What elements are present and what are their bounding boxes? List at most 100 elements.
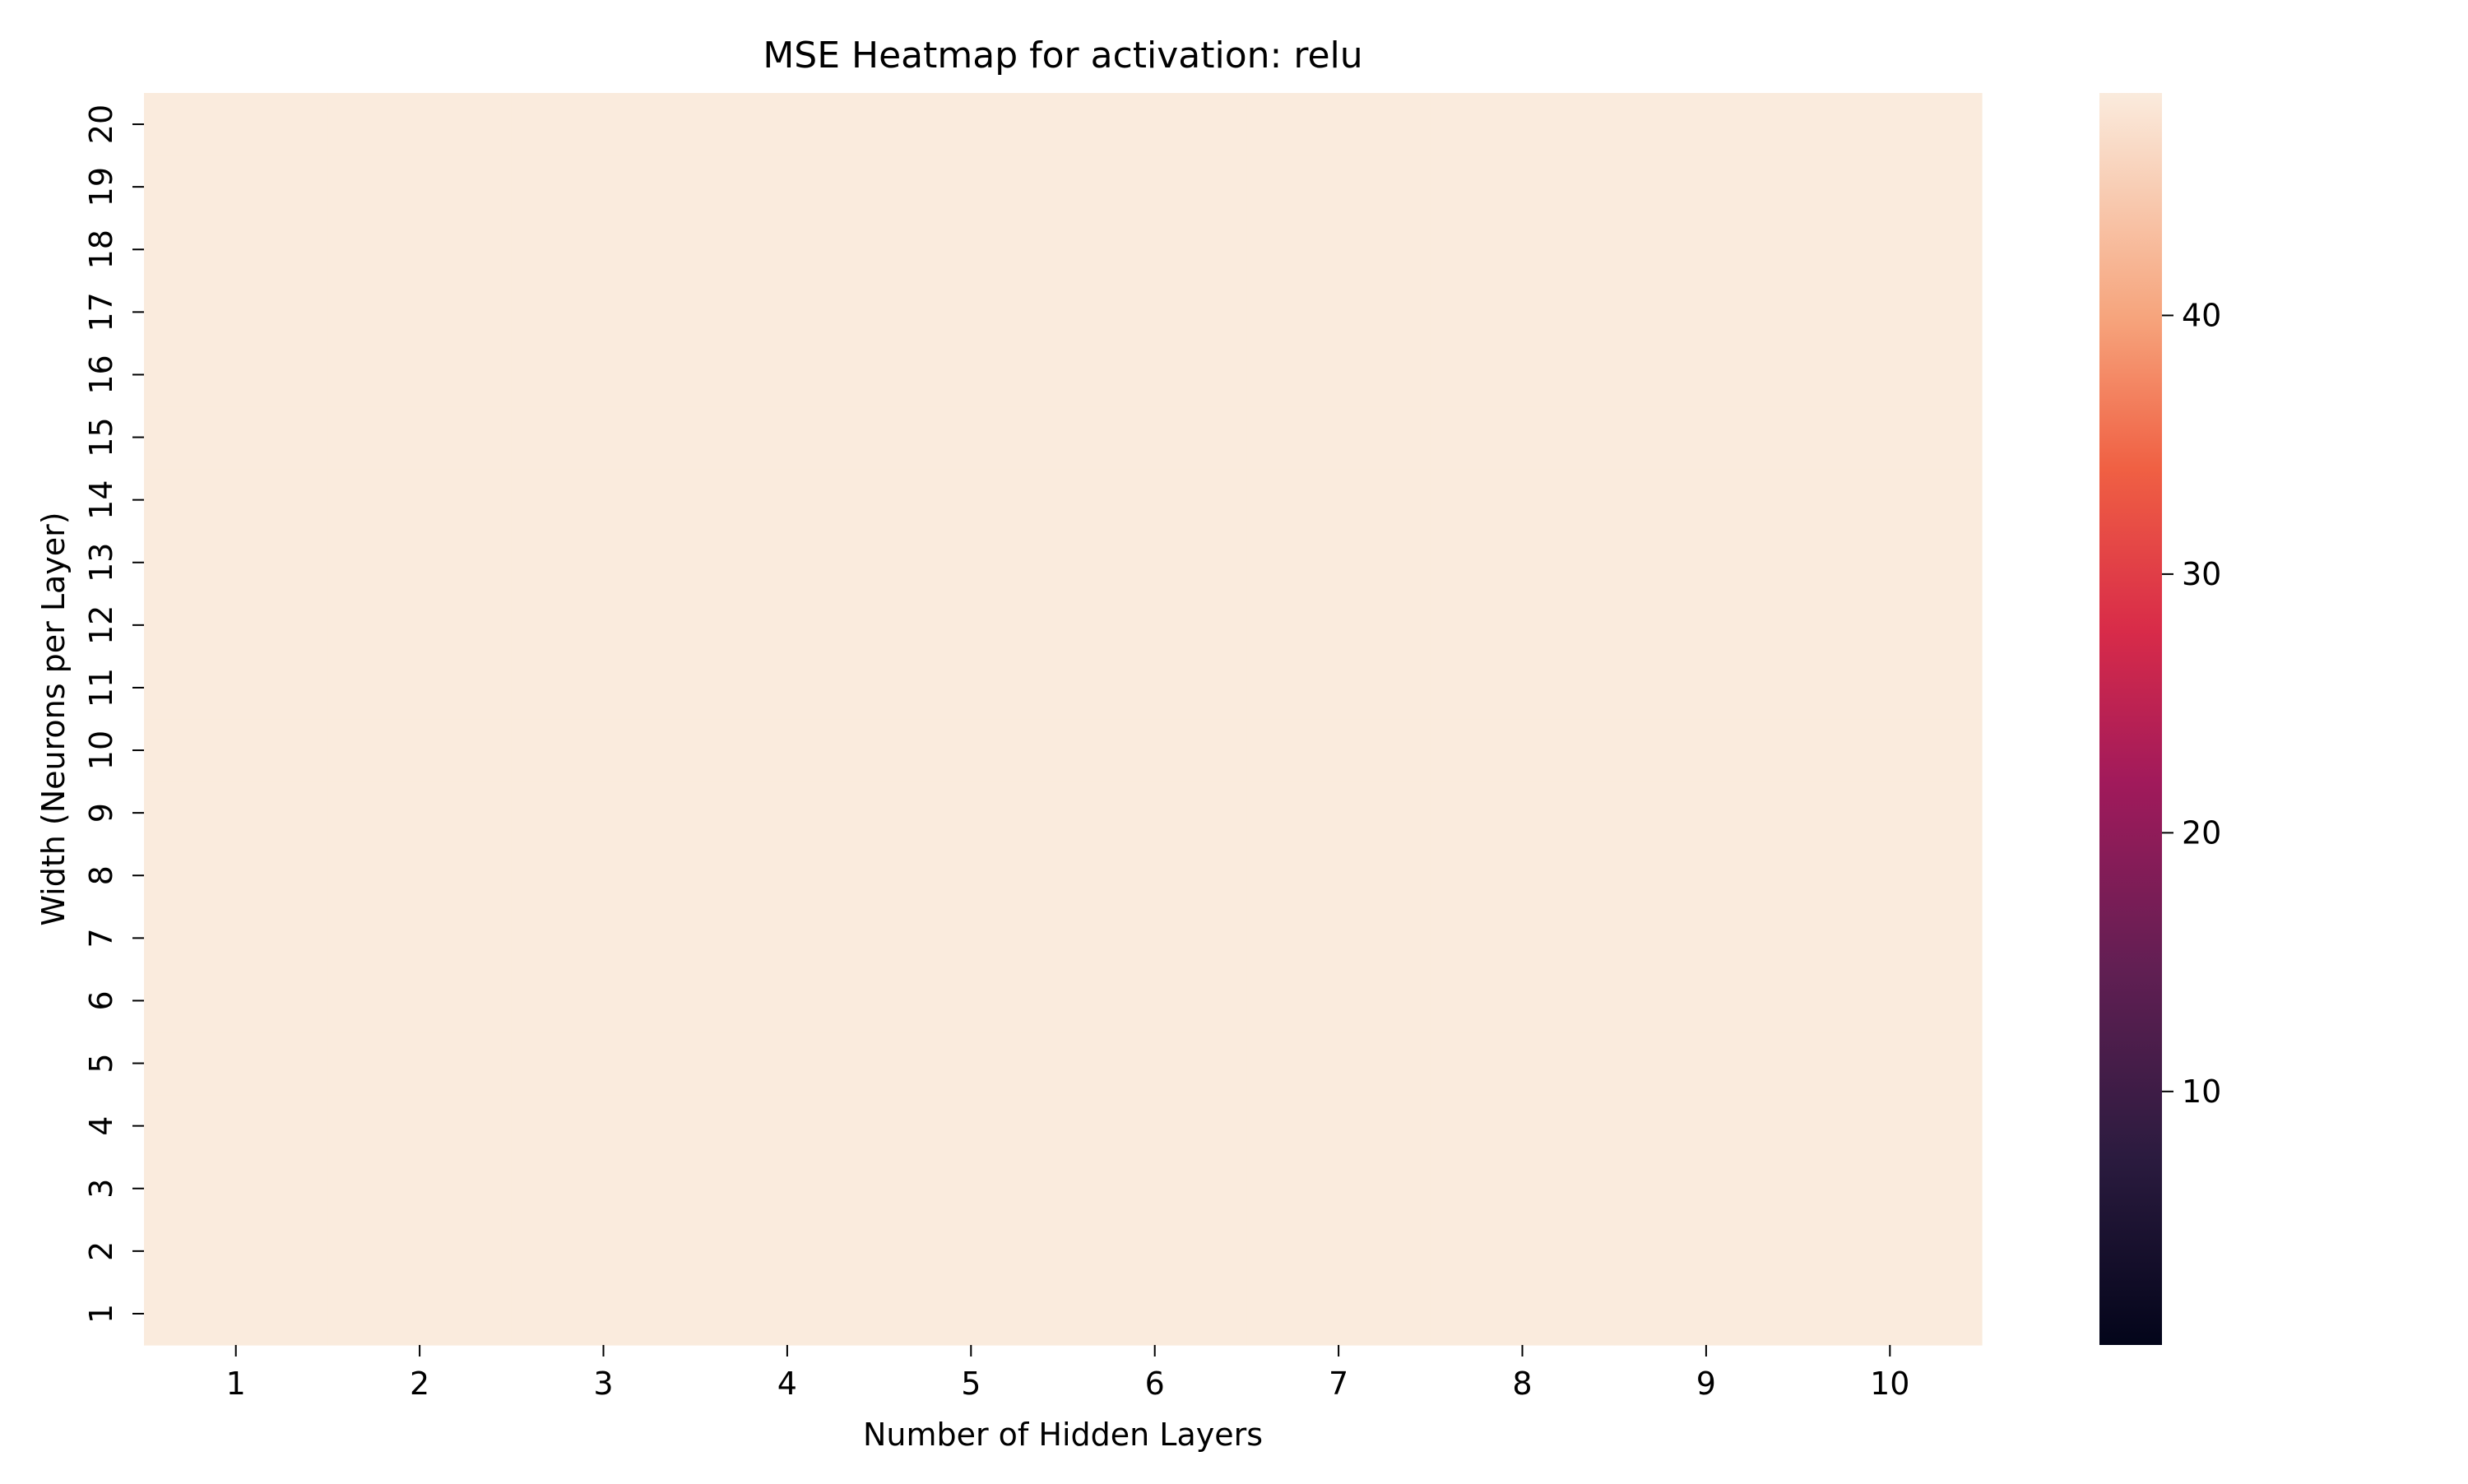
colorbar-tick-label: 40 (2182, 297, 2221, 333)
heatmap-cell (1430, 343, 1615, 407)
heatmap-cell (879, 155, 1064, 219)
heatmap-cell (1246, 593, 1431, 657)
heatmap-cell (879, 907, 1064, 970)
heatmap-cell (1430, 1094, 1615, 1158)
heatmap-cell (1798, 93, 1983, 156)
heatmap-cell (1430, 969, 1615, 1033)
heatmap-cell (1614, 93, 1799, 156)
heatmap-cell (695, 155, 880, 219)
x-tick-label: 2 (410, 1366, 429, 1402)
heatmap-cell (695, 93, 880, 156)
heatmap-cell (327, 719, 513, 782)
x-tick-label: 6 (1145, 1366, 1165, 1402)
heatmap-cell (1063, 1094, 1247, 1158)
heatmap-cell (511, 406, 696, 470)
heatmap-cell (327, 218, 513, 281)
heatmap-cell (695, 656, 880, 720)
heatmap-cell (1063, 969, 1247, 1033)
heatmap-cell (1614, 844, 1799, 907)
heatmap-cell (1063, 1157, 1247, 1221)
heatmap-cell (1246, 844, 1431, 907)
heatmap-cell (1798, 907, 1983, 970)
y-tick-label: 19 (83, 167, 119, 206)
y-tick-label: 9 (83, 803, 119, 823)
heatmap-cell (1798, 656, 1983, 720)
heatmap-cell (1430, 593, 1615, 657)
y-tick-label: 18 (83, 230, 119, 269)
heatmap-cell (144, 907, 328, 970)
heatmap-cell (511, 218, 696, 281)
heatmap-cell (1063, 93, 1247, 156)
heatmap-cell (1246, 907, 1431, 970)
x-tick-label: 3 (593, 1366, 613, 1402)
heatmap-cell (511, 969, 696, 1033)
heatmap-cell (1063, 844, 1247, 907)
heatmap-cell (879, 93, 1064, 156)
heatmap-cell (1614, 1032, 1799, 1096)
heatmap-cell (1798, 1282, 1983, 1346)
heatmap-cell (327, 1094, 513, 1158)
heatmap-cell (327, 1032, 513, 1096)
heatmap-cell (511, 1032, 696, 1096)
heatmap-cell (327, 281, 513, 344)
heatmap-cell (1063, 907, 1247, 970)
heatmap-cell (327, 781, 513, 845)
heatmap-cell (1798, 406, 1983, 470)
heatmap-cell (1798, 281, 1983, 344)
heatmap-cell (144, 1157, 328, 1221)
y-tick-label: 11 (83, 668, 119, 707)
heatmap-cell (1063, 1282, 1247, 1346)
heatmap-cell (327, 656, 513, 720)
heatmap-cell (1614, 281, 1799, 344)
heatmap-cell (511, 281, 696, 344)
heatmap-cell (1246, 1032, 1431, 1096)
heatmap-cell (1614, 218, 1799, 281)
heatmap-cell (144, 593, 328, 657)
heatmap-cell (327, 1282, 513, 1346)
heatmap-cell (1063, 531, 1247, 595)
y-tick-label: 7 (83, 928, 119, 948)
heatmap-cell (1798, 593, 1983, 657)
heatmap-cell (1246, 218, 1431, 281)
heatmap-cell (1246, 343, 1431, 407)
heatmap-cell (511, 656, 696, 720)
heatmap-cell (1430, 1032, 1615, 1096)
heatmap-cell (879, 1157, 1064, 1221)
heatmap-cell (1246, 1157, 1431, 1221)
heatmap-cell (144, 1219, 328, 1283)
x-axis-label: Number of Hidden Layers (863, 1417, 1263, 1453)
heatmap-cell (144, 1094, 328, 1158)
heatmap-cell (144, 406, 328, 470)
heatmap-cell (1430, 93, 1615, 156)
heatmap-cell (144, 844, 328, 907)
y-tick-label: 17 (83, 292, 119, 332)
y-tick-label: 8 (83, 865, 119, 885)
x-tick-label: 7 (1329, 1366, 1348, 1402)
colorbar-tick-label: 10 (2182, 1074, 2221, 1110)
heatmap-cell (1430, 406, 1615, 470)
heatmap-cell (1430, 468, 1615, 532)
heatmap-cell (695, 719, 880, 782)
heatmap-cell (327, 907, 513, 970)
heatmap-cell (511, 781, 696, 845)
heatmap-cell (1063, 656, 1247, 720)
heatmap-cell (879, 844, 1064, 907)
heatmap-cells (144, 93, 1983, 1346)
heatmap-cell (511, 468, 696, 532)
y-tick-label: 3 (83, 1179, 119, 1199)
heatmap-cell (1063, 155, 1247, 219)
heatmap-cell (1063, 281, 1247, 344)
x-tick-label: 8 (1512, 1366, 1532, 1402)
heatmap-cell (1246, 719, 1431, 782)
heatmap-cell (511, 593, 696, 657)
heatmap-cell (1798, 1032, 1983, 1096)
heatmap-cell (1430, 155, 1615, 219)
heatmap-cell (1430, 844, 1615, 907)
heatmap-cell (144, 155, 328, 219)
heatmap-cell (1063, 218, 1247, 281)
heatmap-cell (1430, 218, 1615, 281)
y-tick-label: 12 (83, 605, 119, 645)
y-tick-label: 20 (83, 104, 119, 144)
heatmap-cell (695, 343, 880, 407)
heatmap-cell (144, 781, 328, 845)
